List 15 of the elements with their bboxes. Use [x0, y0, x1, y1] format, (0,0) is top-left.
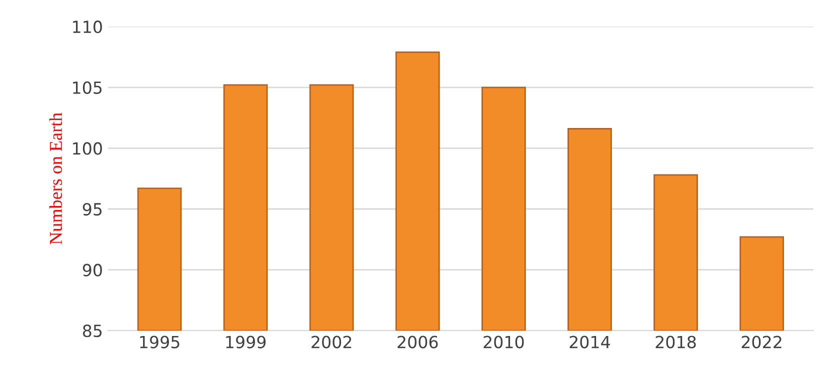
y-tick-label: 105	[73, 81, 102, 94]
x-tick-label: 2006	[398, 336, 438, 348]
x-tick-label: 1999	[226, 336, 266, 348]
x-tick-label: 2010	[484, 336, 524, 348]
x-tick-label: 2022	[742, 336, 782, 348]
y-tick-label: 90	[82, 264, 102, 276]
y-tick-label: 85	[82, 324, 102, 338]
x-tick-label: 2018	[656, 336, 696, 348]
x-tick-label: 2002	[312, 336, 352, 348]
y-tick-label: 95	[82, 202, 102, 216]
x-tick-label: 1995	[140, 336, 180, 348]
y-tick-label: 110	[73, 20, 102, 34]
y-axis-title: Numbers on Earth	[49, 112, 62, 244]
x-tick-label: 2014	[570, 336, 610, 348]
y-tick-label: 100	[73, 142, 102, 155]
